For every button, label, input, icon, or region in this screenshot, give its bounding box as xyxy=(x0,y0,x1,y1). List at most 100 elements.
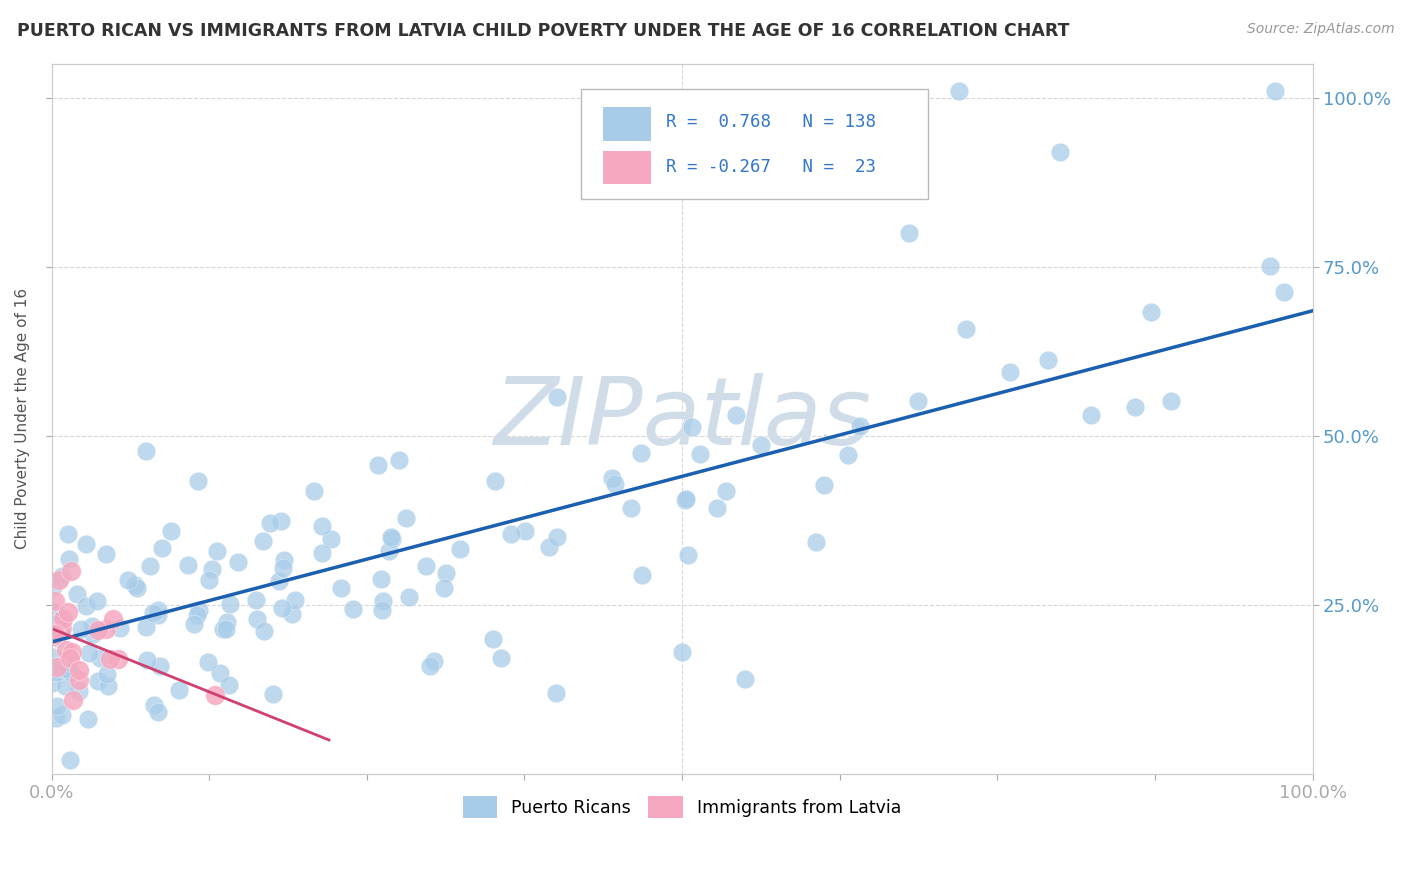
Text: PUERTO RICAN VS IMMIGRANTS FROM LATVIA CHILD POVERTY UNDER THE AGE OF 16 CORRELA: PUERTO RICAN VS IMMIGRANTS FROM LATVIA C… xyxy=(17,22,1070,40)
Point xyxy=(97,679,120,693)
Point xyxy=(159,524,181,538)
Point xyxy=(146,705,169,719)
Point xyxy=(330,581,353,595)
Point xyxy=(434,566,457,581)
Point xyxy=(42,649,65,664)
Point xyxy=(898,226,921,240)
Point xyxy=(135,653,157,667)
Point xyxy=(52,612,75,626)
Point xyxy=(49,615,72,629)
Point xyxy=(60,665,83,679)
Point xyxy=(948,84,970,98)
Point xyxy=(1264,84,1286,98)
Point xyxy=(218,597,240,611)
Point xyxy=(1123,401,1146,415)
Point xyxy=(749,437,772,451)
Point xyxy=(197,655,219,669)
Point xyxy=(55,679,77,693)
Point xyxy=(183,616,205,631)
Point xyxy=(51,621,73,635)
Point xyxy=(77,646,100,660)
Point xyxy=(284,593,307,607)
Point xyxy=(706,501,728,516)
Point xyxy=(484,474,506,488)
Point xyxy=(998,365,1021,379)
Point xyxy=(55,643,77,657)
Point xyxy=(280,607,302,621)
Point xyxy=(823,172,845,186)
Point xyxy=(94,547,117,561)
Point xyxy=(148,603,170,617)
Point xyxy=(42,629,65,643)
Point xyxy=(689,447,711,461)
Point xyxy=(215,622,238,636)
Point xyxy=(46,698,69,713)
Point xyxy=(311,546,333,560)
Point xyxy=(49,623,72,637)
Point xyxy=(671,645,693,659)
Point xyxy=(600,471,623,485)
Point xyxy=(955,321,977,335)
Point xyxy=(117,574,139,588)
Point xyxy=(419,658,441,673)
Point xyxy=(725,408,748,422)
Point xyxy=(673,493,696,508)
Point xyxy=(42,621,65,635)
Point xyxy=(150,541,173,555)
Point xyxy=(48,618,70,632)
Point xyxy=(267,574,290,589)
Point xyxy=(146,607,169,622)
Point xyxy=(45,659,67,673)
Point xyxy=(87,624,110,638)
Point xyxy=(367,458,389,472)
Point xyxy=(499,527,522,541)
Point xyxy=(1049,145,1071,159)
Point xyxy=(45,665,67,679)
Point xyxy=(482,632,505,646)
Point xyxy=(127,581,149,595)
Point xyxy=(489,650,512,665)
Point xyxy=(87,674,110,689)
Point xyxy=(546,530,568,544)
Point xyxy=(46,631,69,645)
Point xyxy=(253,624,276,639)
Point xyxy=(60,645,83,659)
Point xyxy=(89,650,111,665)
Point xyxy=(218,678,240,692)
Point xyxy=(449,542,471,557)
Bar xyxy=(603,151,651,184)
Point xyxy=(67,673,90,687)
Point xyxy=(135,620,157,634)
Point xyxy=(837,448,859,462)
Point xyxy=(60,564,83,578)
Point xyxy=(907,394,929,409)
Point xyxy=(205,544,228,558)
Point xyxy=(42,605,65,619)
Point xyxy=(433,581,456,595)
Point xyxy=(77,712,100,726)
Point xyxy=(55,662,77,676)
Point xyxy=(215,615,238,630)
Point xyxy=(82,619,104,633)
Point xyxy=(270,514,292,528)
Point xyxy=(56,527,79,541)
Point xyxy=(70,623,93,637)
Text: Source: ZipAtlas.com: Source: ZipAtlas.com xyxy=(1247,22,1395,37)
Point xyxy=(675,492,697,507)
Point xyxy=(380,530,402,544)
Point xyxy=(270,600,292,615)
FancyBboxPatch shape xyxy=(581,89,928,199)
Point xyxy=(45,625,67,640)
Point xyxy=(415,559,437,574)
Point xyxy=(371,602,394,616)
Point xyxy=(51,707,73,722)
Point xyxy=(804,535,827,549)
Point xyxy=(1258,259,1281,273)
Point xyxy=(201,562,224,576)
Point xyxy=(245,593,267,607)
Point xyxy=(388,453,411,467)
Point xyxy=(631,568,654,582)
Point xyxy=(198,574,221,588)
Point xyxy=(75,537,97,551)
Point xyxy=(246,612,269,626)
